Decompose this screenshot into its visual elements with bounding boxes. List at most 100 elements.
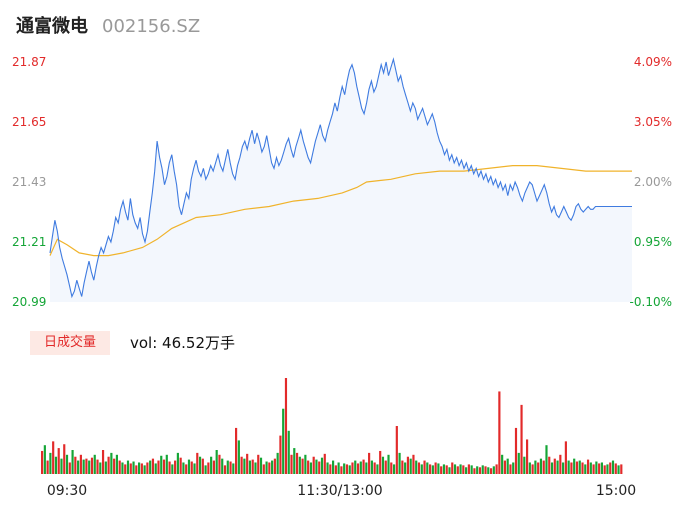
volume-bar xyxy=(348,465,351,474)
volume-bar xyxy=(154,463,157,474)
volume-bar xyxy=(212,460,215,474)
volume-bar xyxy=(101,450,105,474)
volume-bar xyxy=(592,464,595,474)
volume-bar xyxy=(79,454,82,474)
volume-bar xyxy=(254,462,257,474)
time-tick-label: 15:00 xyxy=(596,483,636,499)
percent-tick-label: 3.05% xyxy=(634,115,672,129)
volume-bar xyxy=(373,462,376,474)
volume-bar xyxy=(517,452,520,474)
percent-tick-label: 0.95% xyxy=(634,235,672,249)
volume-bar xyxy=(550,462,554,474)
volume-bar xyxy=(115,454,118,474)
volume-bar xyxy=(448,467,451,474)
volume-bar xyxy=(473,468,476,474)
volume-bar xyxy=(495,464,498,474)
header: 通富微电 002156.SZ xyxy=(16,12,200,40)
volume-bar xyxy=(318,461,321,474)
volume-bar xyxy=(246,453,249,474)
volume-bar xyxy=(276,452,279,474)
volume-bar xyxy=(537,462,540,474)
volume-bar xyxy=(470,465,473,474)
volume-bar xyxy=(326,462,329,474)
volume-bar xyxy=(196,452,199,474)
volume-bar xyxy=(284,378,288,474)
volume-readout: vol: 46.52万手 xyxy=(130,334,235,352)
volume-bar xyxy=(179,457,182,474)
volume-bar xyxy=(404,462,407,474)
volume-bar xyxy=(345,464,349,474)
volume-bar xyxy=(437,463,440,474)
volume-bar xyxy=(606,464,609,474)
volume-bar xyxy=(135,465,138,474)
volume-bar xyxy=(165,454,168,474)
volume-bar xyxy=(334,465,337,474)
volume-bar xyxy=(96,459,99,474)
price-tick-label: 21.65 xyxy=(12,115,46,129)
volume-bar xyxy=(243,458,246,474)
volume-bar xyxy=(160,455,163,474)
volume-bar xyxy=(182,462,185,474)
volume-bar xyxy=(514,427,518,474)
volume-bar xyxy=(420,464,423,474)
percent-tick-label: 2.00% xyxy=(634,175,672,189)
volume-bar xyxy=(259,457,263,474)
volume-bar xyxy=(362,459,365,474)
volume-bar xyxy=(307,460,310,474)
volume-bar xyxy=(41,450,44,474)
time-tick-label: 11:30/13:00 xyxy=(297,483,382,499)
volume-bar xyxy=(617,465,620,474)
volume-bar xyxy=(237,440,240,474)
price-chart xyxy=(49,57,632,302)
volume-bar xyxy=(57,448,60,474)
volume-bar xyxy=(113,458,116,474)
volume-bar xyxy=(235,427,238,474)
volume-bar xyxy=(121,462,124,474)
volume-bar xyxy=(88,460,91,474)
volume-bar xyxy=(190,461,193,474)
volume-bar xyxy=(598,463,601,474)
volume-bar xyxy=(545,445,548,474)
volume-bar xyxy=(431,465,434,474)
volume-bar xyxy=(104,461,107,474)
volume-bar xyxy=(503,460,506,474)
volume-bar xyxy=(74,456,77,474)
volume-bar xyxy=(149,460,152,474)
volume-bar xyxy=(46,460,49,474)
volume-bar xyxy=(168,461,171,474)
volume-bar xyxy=(77,460,80,474)
volume-bar xyxy=(415,460,418,474)
volume-bar xyxy=(567,460,570,474)
volume-bar xyxy=(570,462,573,474)
volume-bar xyxy=(320,457,324,474)
average-price-line xyxy=(49,165,632,257)
volume-bar xyxy=(395,426,398,474)
price-axis-labels: 21.87 21.65 21.43 21.21 20.99 xyxy=(12,55,46,309)
volume-bar xyxy=(501,454,504,474)
volume-bar xyxy=(520,404,523,474)
price-tick-label: 21.87 xyxy=(12,55,46,69)
volume-bar xyxy=(82,459,85,474)
volume-bar xyxy=(140,463,143,474)
volume-bar xyxy=(309,462,312,474)
volume-bar xyxy=(509,464,512,474)
volume-bar xyxy=(226,460,229,474)
daily-volume-tab[interactable]: 日成交量 xyxy=(30,331,110,355)
volume-bar xyxy=(271,460,274,474)
price-area xyxy=(50,59,632,302)
volume-bar xyxy=(329,464,332,474)
volume-bar xyxy=(512,462,515,474)
volume-bar xyxy=(337,462,340,474)
volume-bar xyxy=(573,458,576,474)
volume-bar xyxy=(99,462,102,474)
volume-bar xyxy=(539,458,543,474)
volume-bar xyxy=(49,452,52,474)
percent-axis-labels: 4.09% 3.05% 2.00% 0.95% -0.10% xyxy=(630,55,672,309)
volume-bar xyxy=(118,460,121,474)
volume-bar xyxy=(304,454,307,474)
volume-bar xyxy=(548,456,551,474)
percent-tick-label: -0.10% xyxy=(630,295,672,309)
volume-bar xyxy=(257,454,260,474)
volume-bar xyxy=(287,430,290,474)
